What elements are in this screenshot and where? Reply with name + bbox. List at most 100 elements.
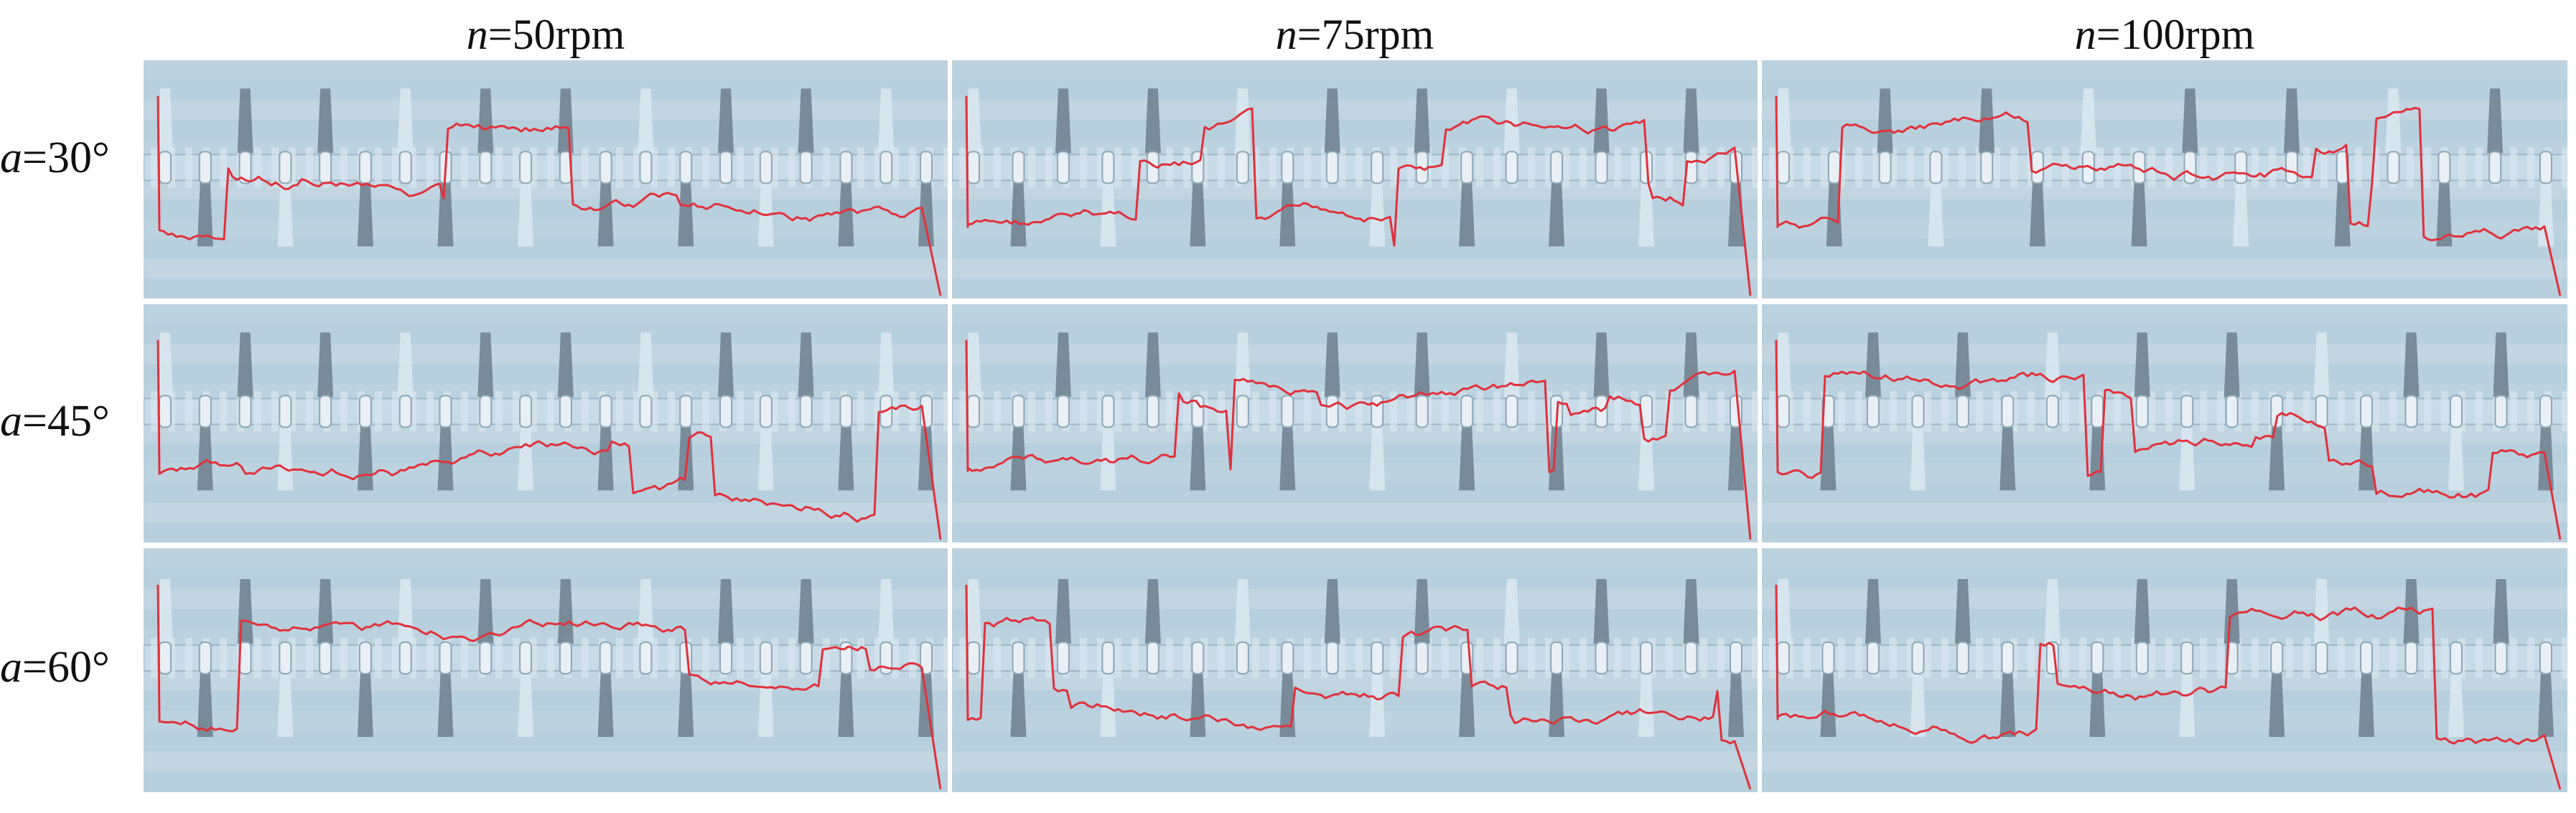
paddle-hub: [2404, 395, 2418, 428]
paddle-blade: [1549, 182, 1565, 247]
paddle-hub: [1595, 642, 1608, 675]
paddle-blade: [357, 672, 373, 737]
shaft-tooth: [1166, 638, 1173, 678]
shaft-tooth: [461, 638, 468, 678]
paddle-blade: [1055, 579, 1071, 644]
trough-band: [144, 100, 948, 120]
shaft-tooth: [1390, 147, 1397, 188]
paddle-hub: [279, 395, 292, 428]
shaft-tooth: [650, 391, 658, 432]
trough-band: [1762, 588, 2567, 609]
panel-a45-n50: [144, 304, 948, 542]
paddle-hub: [1866, 642, 1880, 675]
shaft-tooth: [2355, 638, 2362, 678]
shaft-tooth: [771, 147, 778, 188]
shaft-tooth: [2562, 391, 2567, 432]
trough-band: [1762, 344, 2567, 364]
paddle-blade: [2493, 579, 2509, 644]
paddle-hub: [519, 151, 533, 184]
shaft-tooth: [2475, 147, 2483, 188]
paddle-hub: [2001, 395, 2015, 428]
paddle-blade: [2179, 672, 2195, 737]
trough-band: [1762, 100, 2567, 120]
shaft-tooth: [1269, 638, 1277, 678]
shaft-tooth: [1993, 391, 2000, 432]
paddle-hub: [879, 151, 893, 184]
shaft-tooth: [1080, 638, 1087, 678]
shaft-tooth: [2131, 638, 2138, 678]
paddle-hub: [1684, 151, 1698, 184]
paddle-blade: [2223, 579, 2240, 644]
shaft-tooth: [823, 638, 830, 678]
paddle-hub: [1777, 395, 1790, 428]
paddle-hub: [1460, 395, 1474, 428]
shaft-tooth: [547, 147, 554, 188]
shaft-tooth: [2372, 391, 2379, 432]
particle-trajectory: [965, 95, 1752, 296]
shaft-tooth: [1959, 147, 1966, 188]
shaft-tooth: [2286, 391, 2293, 432]
shaft-tooth: [185, 391, 192, 432]
mixer-schematic: [952, 548, 1758, 792]
shaft-tooth: [1304, 638, 1311, 678]
shaft-tooth: [530, 391, 537, 432]
paddle-blade: [718, 332, 734, 398]
paddle-blade: [2403, 332, 2419, 398]
shaft-tooth: [2407, 147, 2414, 188]
shaft-tooth: [994, 391, 1001, 432]
trough-band: [952, 344, 1758, 364]
shaft-tooth: [2010, 147, 2017, 188]
paddle-blade: [2358, 426, 2375, 491]
shaft-tooth: [375, 391, 382, 432]
paddle-blade: [277, 182, 294, 247]
shaft-tooth: [1390, 391, 1397, 432]
paddle-hub: [719, 151, 733, 184]
paddle-blade: [838, 182, 854, 247]
paddle-blade: [1775, 579, 1791, 644]
shaft-tooth: [1924, 391, 1931, 432]
shaft-tooth: [1476, 147, 1483, 188]
paddle-blade: [918, 182, 934, 247]
shaft-tooth: [2027, 638, 2035, 678]
shaft-tooth: [1045, 147, 1053, 188]
shaft-tooth: [1097, 391, 1104, 432]
paddle-blade: [1865, 579, 1881, 644]
paddle-hub: [279, 151, 292, 184]
panel-a60-n100: [1762, 548, 2567, 792]
paddle-blade: [838, 672, 854, 737]
paddle-blade: [1279, 426, 1296, 491]
trough-band: [144, 751, 948, 772]
trough-band: [1762, 463, 2567, 483]
particle-trajectory: [965, 584, 1752, 790]
paddle-blade: [1100, 426, 1116, 491]
shaft-tooth: [2269, 147, 2276, 188]
paddle-blade: [2030, 182, 2045, 247]
shaft-tooth: [1166, 391, 1173, 432]
shaft-tooth: [1717, 147, 1725, 188]
shaft-tooth: [959, 638, 966, 678]
paddle-hub: [2285, 151, 2298, 184]
shaft-tooth: [702, 638, 709, 678]
paddle-hub: [398, 151, 412, 184]
shaft-tooth: [1080, 147, 1087, 188]
paddle-blade: [1593, 88, 1610, 154]
shaft-tooth: [1028, 391, 1035, 432]
paddle-blade: [678, 182, 694, 247]
shaft-tooth: [289, 638, 296, 678]
paddle-hub: [967, 642, 980, 675]
shaft-tooth: [616, 391, 623, 432]
paddle-blade: [798, 332, 814, 398]
paddle-blade: [1775, 88, 1791, 154]
shaft-tooth: [2200, 638, 2207, 678]
shaft-tooth: [1907, 147, 1914, 188]
shaft-tooth: [1131, 638, 1139, 678]
shaft-tooth: [392, 391, 399, 432]
shaft-tooth: [1855, 391, 1862, 432]
paddle-blade: [397, 88, 414, 154]
paddle-hub: [439, 642, 452, 675]
shaft-tooth: [874, 638, 882, 678]
shaft-tooth: [1166, 147, 1173, 188]
panel-a30-n75: [952, 60, 1758, 299]
panel-a60-n50: [144, 548, 948, 792]
shaft-tooth: [409, 147, 416, 188]
